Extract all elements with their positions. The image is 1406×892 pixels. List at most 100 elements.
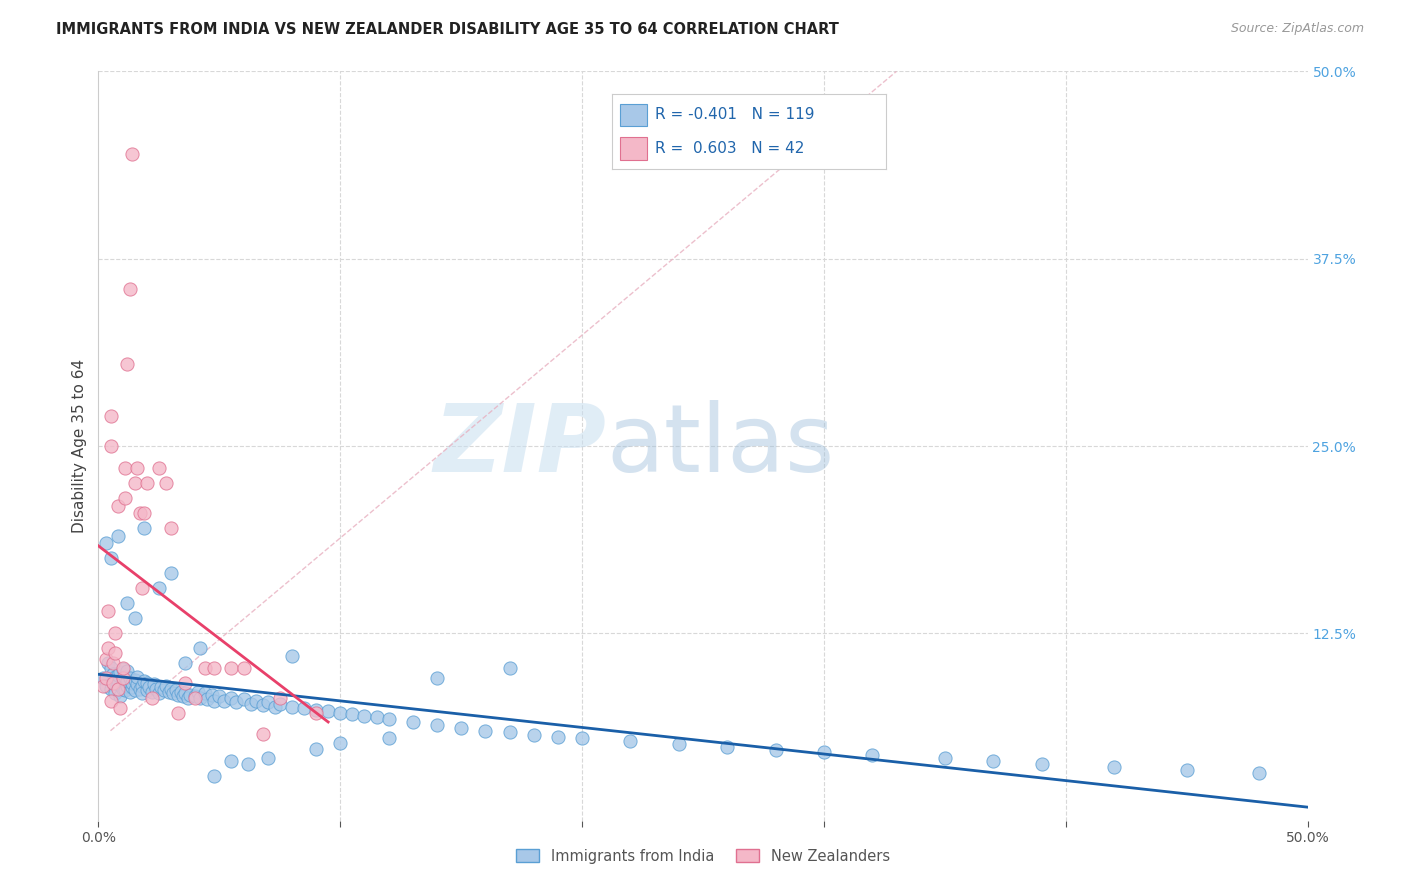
Point: [108, 701, 131, 715]
Point: [305, 703, 328, 717]
Point: [150, 680, 173, 694]
Point: [101, 657, 124, 671]
Point: [100, 694, 122, 708]
Point: [239, 697, 262, 711]
Point: [232, 692, 254, 706]
Point: [104, 626, 127, 640]
Point: [571, 731, 593, 746]
Point: [134, 507, 156, 521]
Point: [157, 685, 180, 699]
Point: [256, 695, 278, 709]
Point: [118, 671, 141, 685]
Point: [377, 712, 399, 726]
Point: [111, 661, 134, 675]
Point: [523, 728, 546, 742]
Point: [377, 731, 399, 746]
Point: [1175, 763, 1198, 777]
Point: [121, 675, 143, 690]
Point: [148, 461, 170, 475]
Point: [316, 704, 339, 718]
Point: [121, 680, 143, 694]
Point: [108, 665, 131, 680]
Point: [141, 685, 163, 699]
Point: [188, 641, 211, 656]
Point: [131, 679, 153, 693]
Point: [329, 736, 352, 750]
Point: [547, 730, 569, 744]
Point: [225, 695, 247, 709]
FancyBboxPatch shape: [620, 136, 647, 160]
Point: [1031, 756, 1053, 771]
Point: [135, 476, 157, 491]
Point: [305, 706, 328, 720]
Point: [269, 697, 291, 711]
Point: [104, 686, 127, 700]
Point: [1249, 765, 1271, 780]
Text: ZIP: ZIP: [433, 400, 606, 492]
Point: [155, 679, 177, 693]
Point: [174, 686, 197, 700]
Point: [124, 476, 146, 491]
Point: [124, 673, 146, 687]
Point: [117, 674, 139, 689]
Point: [117, 357, 139, 371]
Point: [353, 708, 375, 723]
Point: [111, 673, 134, 687]
Point: [305, 741, 328, 756]
Point: [252, 727, 274, 741]
Point: [108, 690, 131, 704]
Point: [97, 641, 120, 656]
Point: [221, 661, 243, 675]
Point: [141, 690, 163, 705]
Point: [174, 657, 197, 671]
Text: atlas: atlas: [606, 400, 835, 492]
Point: [981, 754, 1004, 768]
Point: [232, 661, 254, 675]
FancyBboxPatch shape: [620, 103, 647, 127]
Point: [426, 717, 449, 731]
Point: [117, 596, 139, 610]
Point: [124, 611, 146, 625]
Point: [100, 551, 122, 566]
Point: [94, 652, 117, 666]
Point: [100, 661, 122, 675]
Point: [91, 671, 114, 685]
Text: R =  0.603   N = 42: R = 0.603 N = 42: [655, 141, 804, 156]
Point: [329, 706, 352, 720]
Point: [165, 683, 187, 698]
Point: [148, 582, 170, 596]
Point: [765, 743, 787, 757]
Point: [138, 680, 160, 694]
Point: [160, 521, 183, 535]
Point: [194, 686, 217, 700]
Point: [134, 674, 156, 689]
Point: [107, 677, 129, 691]
Point: [107, 529, 129, 543]
Point: [184, 690, 207, 704]
Point: [104, 670, 127, 684]
Point: [94, 671, 117, 685]
Point: [1102, 760, 1125, 774]
Point: [114, 461, 136, 475]
Point: [813, 745, 835, 759]
Point: [716, 740, 738, 755]
Point: [167, 706, 190, 720]
Point: [117, 664, 139, 678]
Point: [128, 681, 150, 696]
Point: [162, 686, 184, 700]
Point: [450, 721, 472, 735]
Point: [134, 521, 156, 535]
Point: [174, 675, 197, 690]
Point: [97, 604, 120, 618]
Text: IMMIGRANTS FROM INDIA VS NEW ZEALANDER DISABILITY AGE 35 TO 64 CORRELATION CHART: IMMIGRANTS FROM INDIA VS NEW ZEALANDER D…: [56, 22, 839, 37]
Point: [155, 476, 177, 491]
Point: [118, 685, 141, 699]
Point: [169, 685, 191, 699]
Point: [292, 701, 315, 715]
Point: [281, 699, 304, 714]
Point: [245, 694, 267, 708]
Point: [117, 679, 139, 693]
Point: [94, 679, 117, 693]
Point: [101, 675, 124, 690]
Point: [619, 734, 641, 748]
